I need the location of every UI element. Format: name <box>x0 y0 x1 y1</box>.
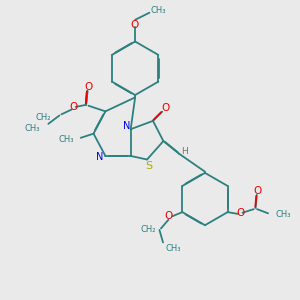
Text: O: O <box>69 102 77 112</box>
Text: CH₃: CH₃ <box>151 6 166 15</box>
Text: O: O <box>161 103 169 113</box>
Text: O: O <box>164 211 173 221</box>
Text: CH₃: CH₃ <box>58 134 74 143</box>
Text: O: O <box>237 208 245 218</box>
Text: N: N <box>123 121 131 131</box>
Text: O: O <box>84 82 93 92</box>
Text: CH₃: CH₃ <box>165 244 181 253</box>
Text: CH₃: CH₃ <box>25 124 40 133</box>
Text: O: O <box>254 186 262 196</box>
Text: N: N <box>96 152 104 162</box>
Text: O: O <box>130 20 139 30</box>
Text: CH₃: CH₃ <box>276 210 291 219</box>
Text: CH₂: CH₂ <box>140 226 156 235</box>
Text: CH₂: CH₂ <box>35 112 51 122</box>
Text: H: H <box>181 147 188 156</box>
Text: S: S <box>145 161 152 171</box>
